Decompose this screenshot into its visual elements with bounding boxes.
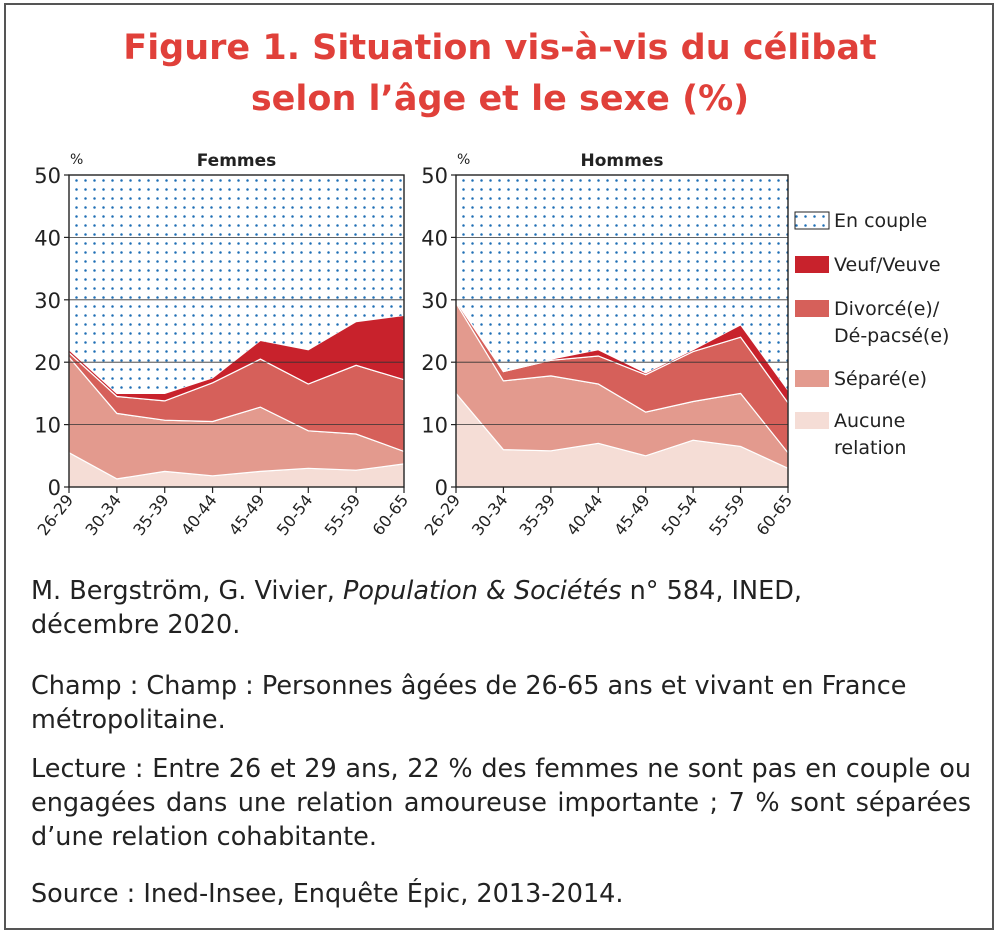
legend-label: En couple: [834, 210, 927, 232]
source-citation: M. Bergström, G. Vivier, Population & So…: [31, 574, 971, 642]
y-tick-label: 50: [34, 164, 61, 188]
x-tick-label: 45-49: [610, 491, 654, 539]
legend-label: Veuf/Veuve: [834, 254, 941, 276]
x-tick-label: 45-49: [225, 491, 269, 539]
x-tick-label: 26-29: [34, 491, 78, 539]
plot-frame: [68, 174, 405, 488]
panel-title: Femmes: [197, 151, 277, 171]
legend-label: Divorcé(e)/: [834, 298, 940, 320]
x-tick-label: 30-34: [81, 491, 125, 539]
x-tick-label: 35-39: [515, 491, 559, 539]
legend-item-divorce: Divorcé(e)/ Dé-pacsé(e): [795, 298, 949, 347]
y-tick-label: 50: [421, 164, 448, 188]
y-unit-label: %: [457, 152, 470, 168]
y-tick-label: 20: [34, 351, 61, 375]
x-tick-label: 55-59: [321, 491, 365, 539]
x-tick-label: 50-54: [273, 491, 317, 539]
x-tick-label: 40-44: [563, 491, 607, 539]
x-tick-label: 30-34: [468, 491, 512, 539]
y-tick-label: 10: [421, 414, 448, 438]
y-tick-label: 10: [34, 414, 61, 438]
panel-hommes: 0 10 20 30 40 50% Hommes 26-29 30-34 35-39 40-44 45…: [421, 151, 797, 539]
legend-swatch-separe: [795, 370, 829, 387]
y-unit-label: %: [70, 152, 83, 168]
legend-label: Dé-pacsé(e): [834, 325, 949, 347]
legend-item-veuf: Veuf/Veuve: [795, 254, 941, 276]
x-tick-label: 35-39: [129, 491, 173, 539]
y-tick-label: 0: [48, 476, 61, 500]
legend-label: Aucune: [834, 410, 905, 432]
x-tick-label: 60-65: [369, 491, 413, 539]
area-en_couple-hommes: [456, 175, 788, 391]
y-tick-label: 40: [421, 226, 448, 250]
citation-authors: M. Bergström, G. Vivier,: [31, 576, 343, 606]
legend-item-en_couple: En couple: [794, 210, 927, 232]
citation-issue: n° 584, INED,: [621, 576, 802, 606]
legend-label: Séparé(e): [834, 368, 927, 390]
legend-item-separe: Séparé(e): [795, 368, 927, 390]
citation-date: décembre 2020.: [31, 610, 241, 640]
legend-swatch-en_couple: [794, 211, 830, 230]
y-tick-label: 20: [421, 351, 448, 375]
citation-journal: Population & Sociétés: [342, 576, 622, 606]
x-tick-label: 55-59: [705, 491, 749, 539]
y-tick-label: 30: [34, 289, 61, 313]
area-en_couple-femmes: [69, 175, 404, 394]
x-tick-label: 40-44: [177, 491, 221, 539]
legend-label: relation: [834, 437, 906, 459]
legend-swatch-aucune: [795, 412, 829, 429]
y-tick-label: 30: [421, 289, 448, 313]
legend-swatch-divorce: [795, 300, 829, 317]
plot-frame: [455, 174, 789, 488]
x-tick-label: 60-65: [753, 491, 797, 539]
figure-title-line2: selon l’âge et le sexe (%): [250, 79, 750, 119]
y-tick-label: 40: [34, 226, 61, 250]
panel-femmes: 0 10 20 30 40 50% Femmes 26-29 30-34 35-39 40-44 45…: [34, 151, 413, 539]
x-tick-label: 26-29: [421, 491, 465, 539]
source-note: Source : Ined-Insee, Enquête Épic, 2013-…: [31, 879, 624, 909]
legend-swatch-veuf: [795, 256, 829, 273]
x-tick-label: 50-54: [658, 491, 702, 539]
champ-note: Champ : Champ : Personnes âgées de 26-65…: [31, 671, 907, 735]
panel-title: Hommes: [581, 151, 664, 171]
lecture-note: Lecture : Entre 26 et 29 ans, 22 % des f…: [31, 754, 971, 852]
figure-title-line1: Figure 1. Situation vis-à-vis du célibat: [123, 28, 877, 68]
y-tick-label: 0: [435, 476, 448, 500]
legend-item-aucune: Aucune relation: [795, 410, 906, 459]
